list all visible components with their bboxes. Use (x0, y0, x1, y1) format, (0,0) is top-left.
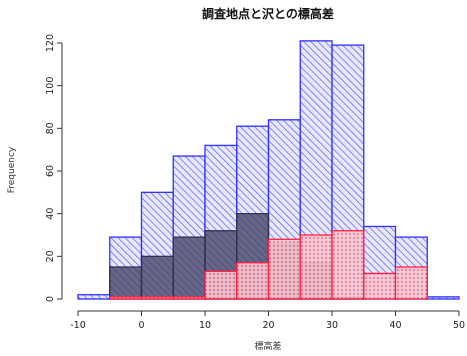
histogram-bar-series-3 (267, 238, 301, 300)
y-tick-label: 80 (45, 122, 56, 134)
histogram-bar-series-3 (109, 296, 143, 300)
y-tick-label: 60 (45, 165, 56, 177)
histogram-bar-series-1 (77, 294, 111, 300)
x-tick-label: 50 (453, 320, 465, 331)
x-axis-label: 標高差 (254, 340, 281, 352)
histogram-bar-series-3 (140, 296, 174, 300)
x-tick-label: 30 (326, 320, 338, 331)
x-tick-label: 10 (199, 320, 211, 331)
y-tick-label: 0 (45, 296, 56, 302)
y-axis-label: Frequency (7, 146, 17, 193)
histogram-bar-series-3 (394, 266, 428, 300)
histogram-bar-series-2 (140, 255, 174, 300)
histogram-bars (77, 40, 460, 300)
x-tick-label: 0 (138, 320, 144, 331)
chart-title: 調査地点と沢との標高差 (202, 6, 334, 21)
y-tick-label: 40 (45, 208, 56, 220)
histogram-bar-series-3 (331, 230, 365, 300)
histogram-bar-series-3 (204, 270, 238, 300)
y-tick-label: 120 (45, 34, 56, 52)
x-tick-label: -10 (70, 320, 86, 331)
histogram-bar-series-3 (299, 234, 333, 300)
x-tick-label: 40 (389, 320, 401, 331)
histogram-bar-series-3 (363, 272, 397, 300)
histogram-bar-series-1 (426, 296, 460, 300)
y-tick-label: 100 (45, 77, 56, 95)
histogram-bar-series-3 (236, 262, 270, 300)
histogram-bar-series-2 (109, 266, 143, 300)
histogram-bar-series-2 (172, 236, 206, 300)
histogram-bar-series-3 (172, 296, 206, 300)
x-tick-label: 20 (262, 320, 274, 331)
axes: -10 0 10 20 30 40 50 0 20 40 60 80 100 120 (45, 34, 465, 331)
y-tick-label: 20 (45, 250, 56, 262)
